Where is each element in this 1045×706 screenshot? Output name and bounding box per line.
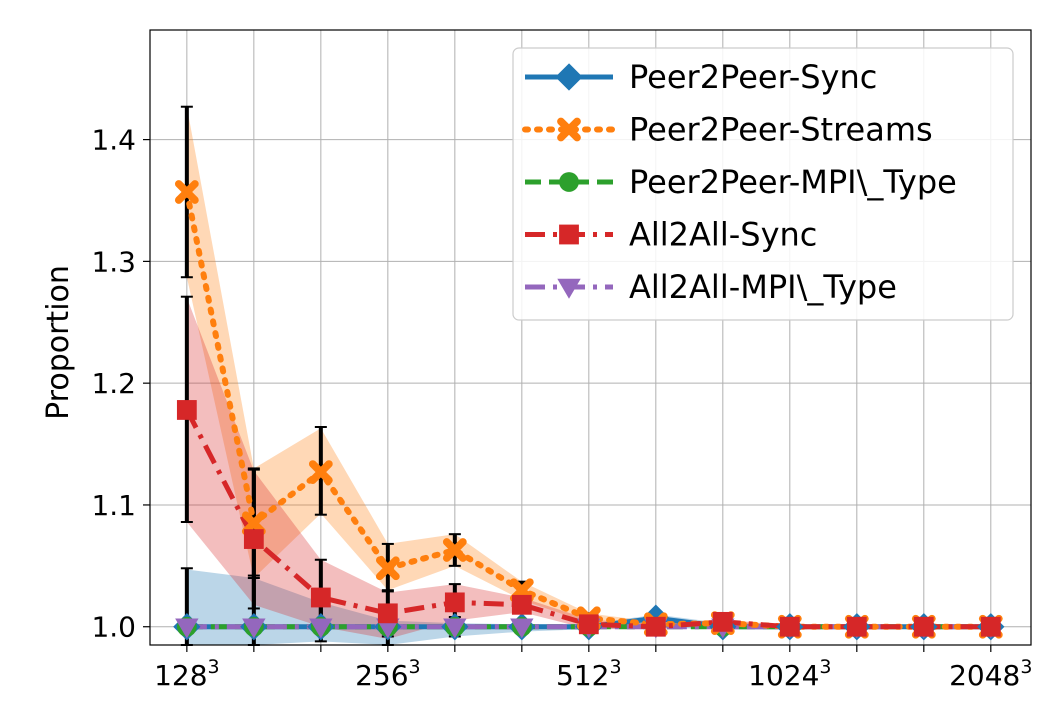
data-point-all2all-sync xyxy=(243,529,264,549)
y-tick-label: 1.0 xyxy=(91,611,136,644)
data-point-all2all-mpi-type xyxy=(309,618,333,639)
y-tick-label: 1.2 xyxy=(91,367,136,400)
data-point-all2all-sync xyxy=(377,603,398,624)
legend-marker xyxy=(559,224,579,245)
data-point-all2all-sync xyxy=(712,611,733,632)
data-point-all2all-sync xyxy=(511,594,532,615)
y-tick-label: 1.4 xyxy=(91,124,136,157)
x-tick-label: 2563 xyxy=(355,656,421,692)
marker-stroke xyxy=(241,511,266,536)
y-axis-label: Proportion xyxy=(41,265,76,420)
data-point-all2all-sync xyxy=(176,400,197,420)
legend-label: All2All-MPI\_Type xyxy=(629,268,897,306)
data-point-all2all-sync xyxy=(578,614,599,635)
series-markers xyxy=(173,180,1005,641)
marker-stroke xyxy=(308,460,333,484)
legend-item: Peer2Peer-MPI\_Type xyxy=(525,163,957,201)
data-point-all2all-mpi-type xyxy=(376,618,400,639)
data-point-all2all-mpi-type xyxy=(175,618,199,639)
x-tick-label: 20483 xyxy=(949,656,1032,692)
legend-label: Peer2Peer-Streams xyxy=(629,111,933,149)
data-point-peer2peer-streams xyxy=(442,538,467,562)
data-point-peer2peer-streams xyxy=(174,180,199,204)
legend-item: Peer2Peer-Streams xyxy=(522,111,933,149)
legend-item: All2All-MPI\_Type xyxy=(525,268,897,306)
data-point-all2all-sync xyxy=(444,592,465,613)
marker-stroke xyxy=(557,117,581,142)
data-point-all2all-mpi-type xyxy=(242,618,266,639)
data-point-peer2peer-streams xyxy=(375,556,400,581)
legend-item: All2All-Sync xyxy=(525,216,817,254)
data-point-all2all-mpi-type xyxy=(443,618,467,639)
marker-stroke xyxy=(375,556,400,581)
data-point-all2all-sync xyxy=(645,616,666,637)
marker-stroke xyxy=(442,538,467,562)
data-point-all2all-sync xyxy=(779,616,800,637)
legend: Peer2Peer-Sync Peer2Peer-Streams Peer2Peer… xyxy=(512,47,1014,321)
y-tick-label: 1.1 xyxy=(91,489,136,522)
x-tick-label: 10243 xyxy=(748,656,831,692)
legend-marker xyxy=(555,63,583,91)
legend-item: Peer2Peer-Sync xyxy=(525,58,877,96)
legend-marker xyxy=(557,278,581,299)
x-tick-label: 5123 xyxy=(556,656,622,692)
data-point-peer2peer-streams xyxy=(308,460,333,484)
legend-marker xyxy=(557,117,581,142)
legend-label: All2All-Sync xyxy=(629,216,817,254)
legend-label: Peer2Peer-Sync xyxy=(629,58,877,96)
legend-box xyxy=(512,47,1014,321)
legend-label: Peer2Peer-MPI\_Type xyxy=(629,163,957,201)
data-point-all2all-sync xyxy=(913,616,934,637)
y-tick-label: 1.3 xyxy=(91,245,136,278)
plot-frame xyxy=(149,29,1032,646)
x-tick-label: 1283 xyxy=(154,656,220,692)
data-point-all2all-sync xyxy=(310,587,331,608)
data-point-all2all-mpi-type xyxy=(510,618,534,639)
band-all2all-sync xyxy=(186,297,991,639)
marker-stroke xyxy=(174,180,199,204)
data-point-peer2peer-streams xyxy=(241,511,266,536)
data-point-all2all-sync xyxy=(846,616,867,637)
data-point-all2all-sync xyxy=(980,616,1001,637)
axis-ticks: 1283 2563 5123 10243 20483 1.0 1.1 1.2 1.3 1.4 xyxy=(91,124,1032,692)
legend-marker xyxy=(559,172,579,192)
